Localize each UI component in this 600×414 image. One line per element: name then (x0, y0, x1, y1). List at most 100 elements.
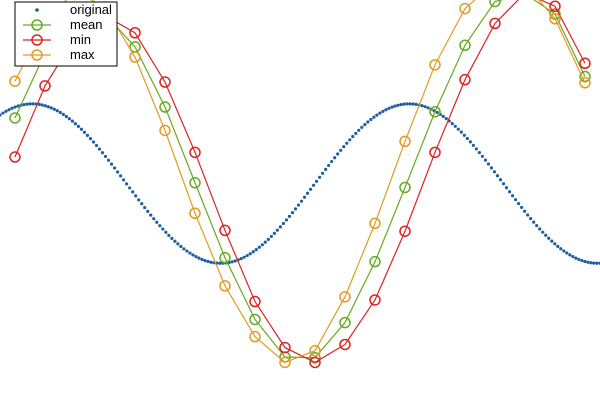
original-point (146, 210, 149, 213)
original-point (234, 259, 237, 262)
original-point (544, 234, 547, 237)
original-point (252, 250, 255, 253)
original-point (26, 103, 29, 106)
original-point (23, 103, 26, 106)
original-point (203, 259, 206, 262)
original-point (116, 170, 119, 173)
original-point (309, 188, 312, 191)
original-point (583, 260, 586, 263)
original-point (360, 126, 363, 129)
original-point (101, 151, 104, 154)
original-point (197, 257, 200, 260)
original-point (80, 128, 83, 131)
original-point (574, 257, 577, 260)
original-point (29, 102, 32, 105)
original-point (297, 203, 300, 206)
original-point (56, 109, 59, 112)
original-point (493, 170, 496, 173)
original-point (13, 105, 16, 108)
original-point (511, 194, 514, 197)
original-point (484, 158, 487, 161)
original-point (276, 229, 279, 232)
original-point (454, 125, 457, 128)
original-point (288, 215, 291, 218)
original-point (402, 103, 405, 106)
original-point (77, 125, 80, 128)
original-point (267, 238, 270, 241)
original-point (7, 108, 10, 111)
original-point (469, 140, 472, 143)
original-point (381, 110, 384, 113)
original-point (553, 242, 556, 245)
original-point (571, 255, 574, 258)
original-point (47, 105, 50, 108)
original-point (110, 162, 113, 165)
original-point (559, 247, 562, 250)
original-point (53, 108, 56, 111)
original-point (92, 140, 95, 143)
original-point (517, 202, 520, 205)
original-point (243, 256, 246, 259)
original-point (155, 221, 158, 224)
original-point (421, 104, 424, 107)
original-point (182, 247, 185, 250)
original-point (321, 172, 324, 175)
legend-label-min: min (70, 32, 91, 47)
original-point (209, 261, 212, 264)
original-point (285, 218, 288, 221)
original-point (71, 120, 74, 123)
original-point (194, 255, 197, 258)
original-point (261, 243, 264, 246)
original-point (411, 102, 414, 105)
original-point (538, 227, 541, 230)
original-point (179, 245, 182, 248)
original-point (589, 261, 592, 264)
original-point (50, 106, 53, 109)
original-point (219, 262, 222, 265)
original-point (327, 164, 330, 167)
original-point (529, 217, 532, 220)
original-point (375, 113, 378, 116)
original-point (354, 132, 357, 135)
original-point (580, 259, 583, 262)
original-point (173, 240, 176, 243)
min-marker (580, 58, 590, 68)
original-point (176, 242, 179, 245)
original-point (390, 106, 393, 109)
original-point (496, 174, 499, 177)
original-point (342, 145, 345, 148)
original-point (318, 176, 321, 179)
original-point (16, 104, 19, 107)
original-point (481, 155, 484, 158)
original-point (526, 213, 529, 216)
original-point (378, 112, 381, 115)
original-point (490, 166, 493, 169)
original-point (405, 102, 408, 105)
original-point (312, 184, 315, 187)
original-point (372, 116, 375, 119)
original-point (306, 192, 309, 195)
original-point (98, 147, 101, 150)
original-point (119, 174, 122, 177)
original-point (487, 162, 490, 165)
original-point (336, 152, 339, 155)
original-point (65, 115, 68, 118)
original-point (44, 104, 47, 107)
original-point (562, 249, 565, 252)
original-point (62, 113, 65, 116)
original-point (231, 260, 234, 263)
legend: original mean min max (15, 2, 117, 66)
original-point (32, 102, 35, 105)
original-point (595, 262, 598, 265)
original-point (137, 198, 140, 201)
original-point (246, 254, 249, 257)
original-point (258, 246, 261, 249)
original-point (366, 120, 369, 123)
original-point (472, 144, 475, 147)
original-point (508, 190, 511, 193)
original-point (140, 202, 143, 205)
original-point (113, 166, 116, 169)
original-point (125, 182, 128, 185)
original-point (279, 225, 282, 228)
